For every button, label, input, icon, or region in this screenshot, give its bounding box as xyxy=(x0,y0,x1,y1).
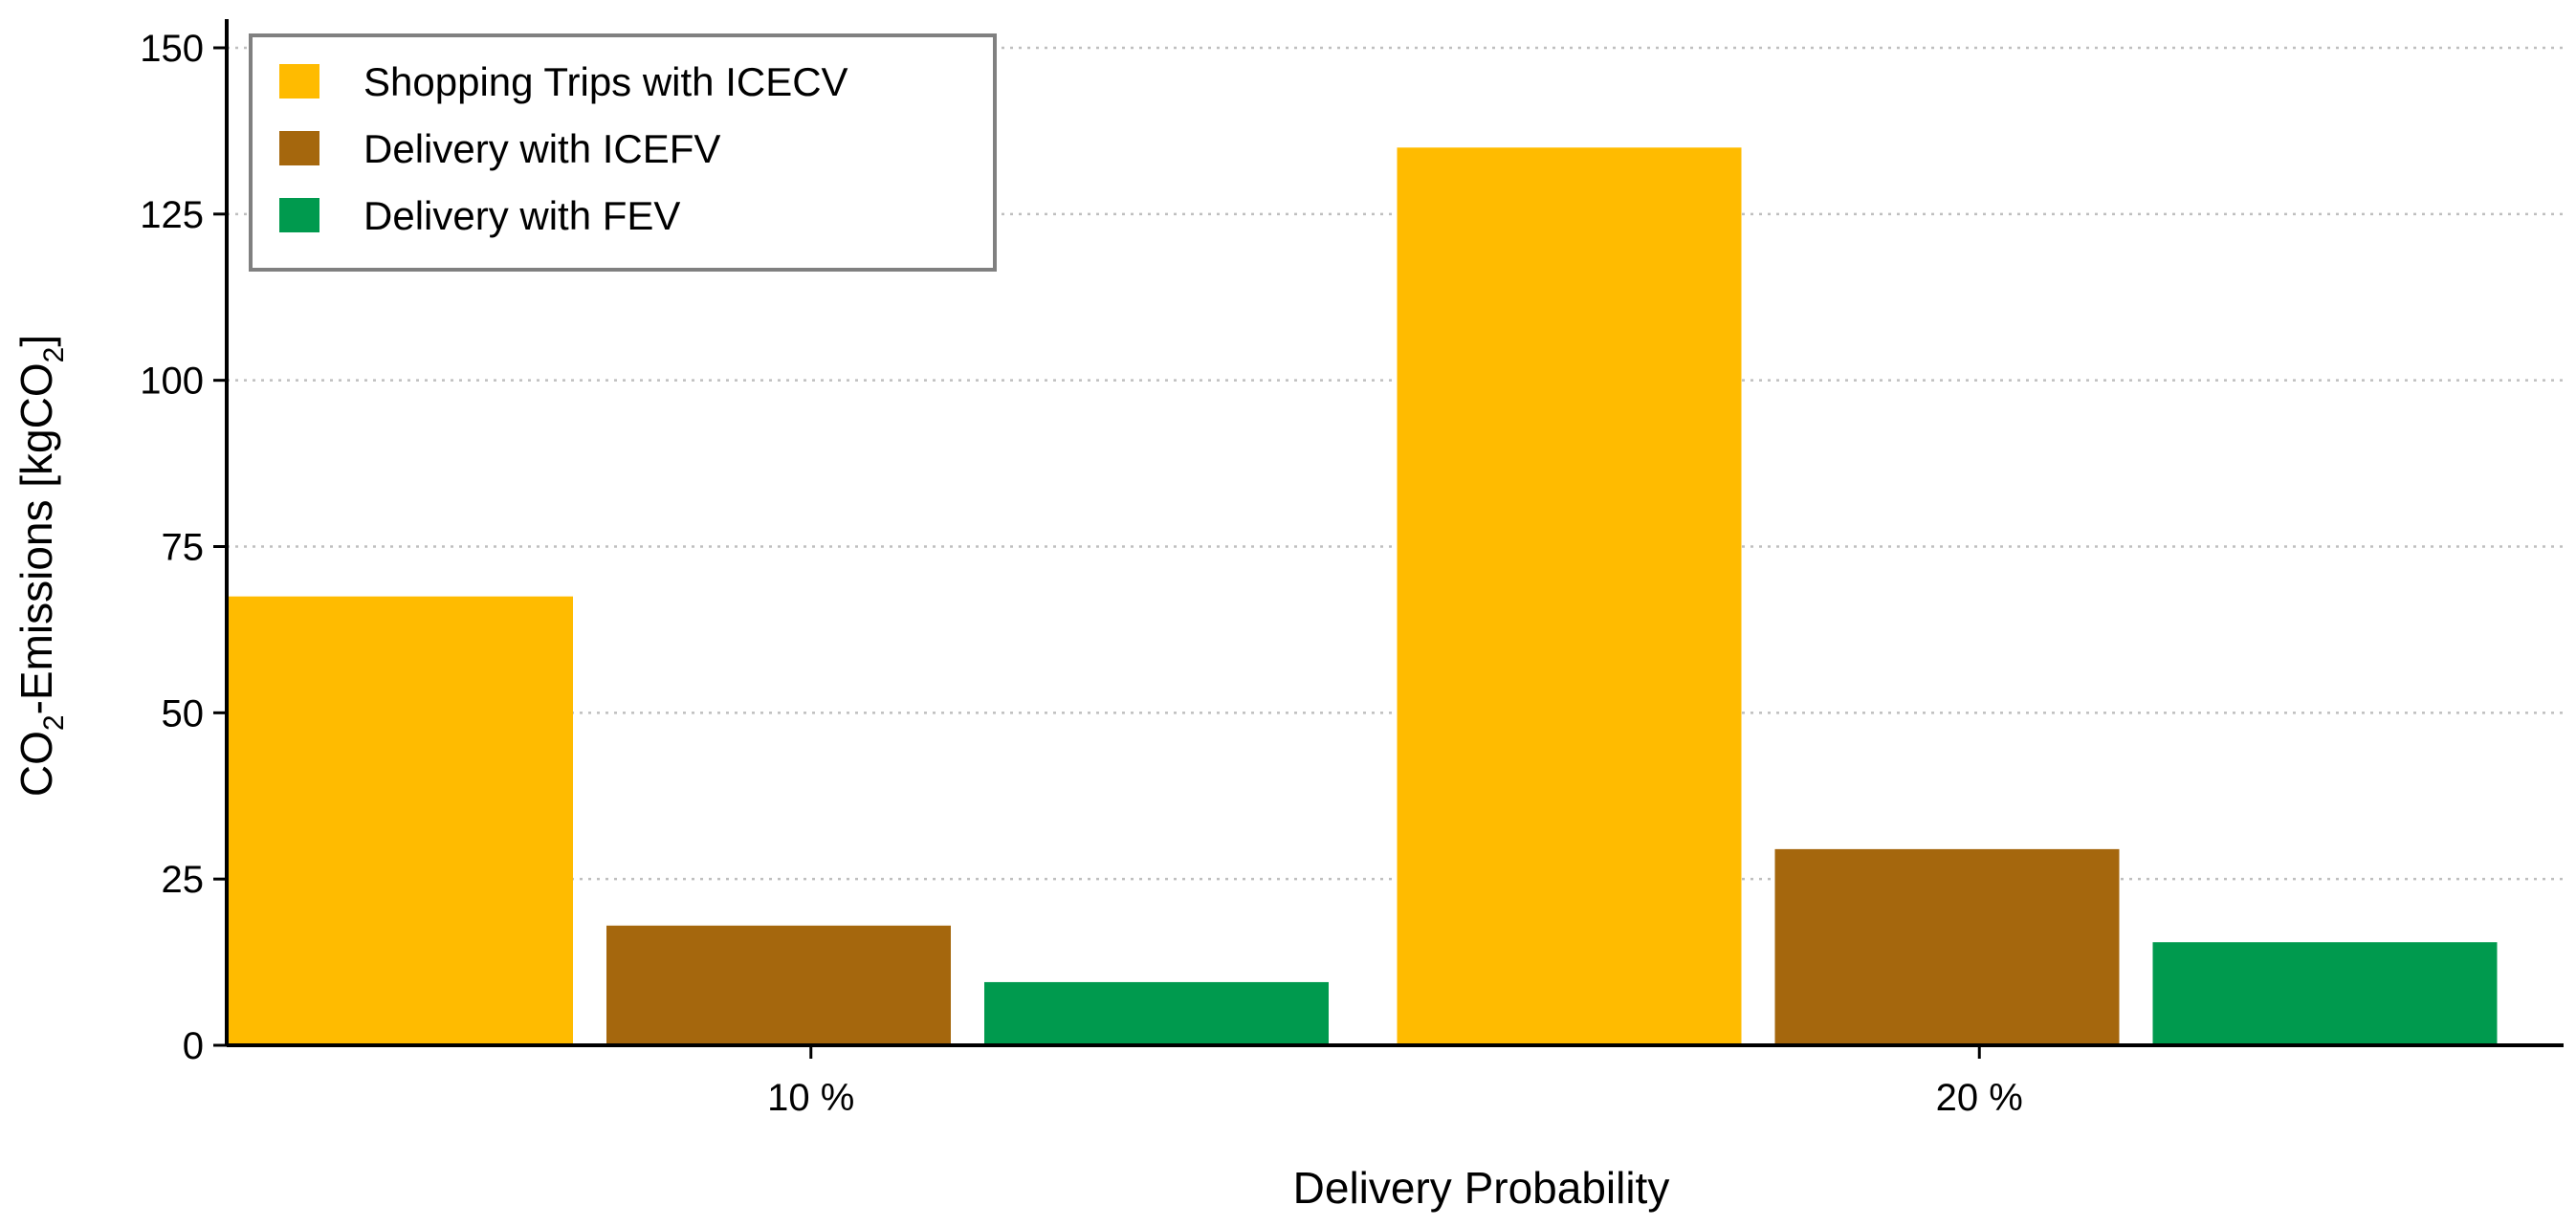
legend-label-2: Delivery with ICEFV xyxy=(363,126,720,171)
bar-3-1 xyxy=(984,981,1329,1045)
bars xyxy=(229,147,2498,1046)
y-tick-label: 100 xyxy=(140,361,204,403)
legend-label-1: Shopping Trips with ICECV xyxy=(363,59,848,104)
bar-2-2 xyxy=(1774,848,2120,1045)
bar-1-2 xyxy=(1397,147,1742,1046)
y-title-sub-1: 2 xyxy=(38,714,70,731)
legend-swatch-2 xyxy=(279,131,319,165)
legend-label-3: Delivery with FEV xyxy=(363,193,680,238)
bar-3-2 xyxy=(2152,942,2498,1045)
x-tick-label: 10 % xyxy=(767,1077,854,1119)
axes xyxy=(225,19,2564,1047)
legend-box xyxy=(249,33,997,272)
bar-2-1 xyxy=(606,925,951,1045)
y-tick-label: 150 xyxy=(140,28,204,70)
bar-1-1 xyxy=(229,596,573,1045)
y-axis-title: CO2-Emissions [kgCO2] xyxy=(11,335,70,797)
y-title-prefix: CO xyxy=(11,731,61,797)
ticks: 0 25 50 75 100 125 150 10 % 20 % xyxy=(140,28,2023,1119)
legend-swatch-3 xyxy=(279,198,319,232)
legend: Shopping Trips with ICECV Delivery with I… xyxy=(249,33,997,272)
y-tick-label: 0 xyxy=(183,1025,204,1067)
y-title-sub-2: 2 xyxy=(38,347,70,363)
x-axis-title: Delivery Probability xyxy=(1293,1163,1670,1213)
y-tick-label: 125 xyxy=(140,194,204,236)
y-tick-label: 50 xyxy=(162,692,205,734)
y-title-middle: -Emissions [kgCO xyxy=(11,362,61,714)
y-tick-label: 25 xyxy=(162,859,205,901)
x-tick-label: 20 % xyxy=(1936,1077,2023,1119)
legend-swatch-1 xyxy=(279,64,319,99)
y-tick-label: 75 xyxy=(162,527,205,569)
y-title-suffix: ] xyxy=(11,335,61,347)
